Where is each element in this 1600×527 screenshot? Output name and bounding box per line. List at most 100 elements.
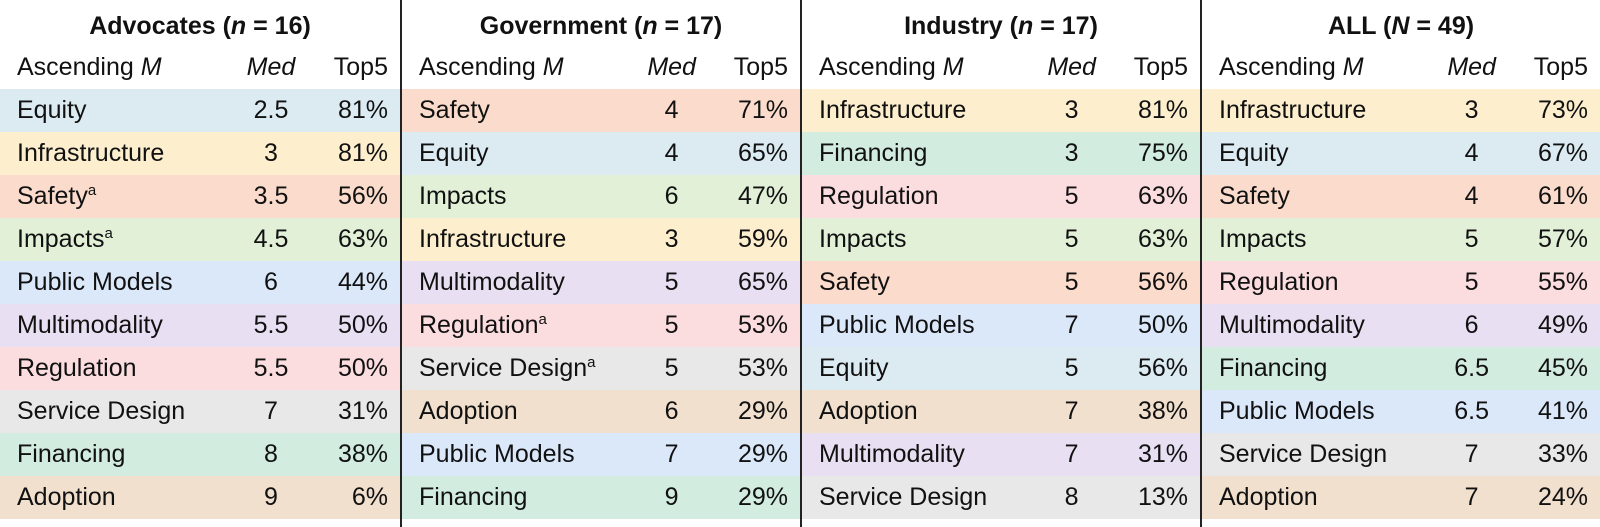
table-row: Impacts 6 47% [402,175,800,218]
table-row: Public Models 7 29% [402,433,800,476]
category-name: Regulation [419,311,539,339]
category-name: Service Design [1219,440,1388,468]
category-cell: Regulationa [402,304,633,347]
median-cell: 5.5 [253,354,289,382]
table-row: Multimodality 6 49% [1202,304,1600,347]
footnote-marker: a [587,354,596,371]
group-title-suffix: = 17) [657,12,723,40]
category-name: Impacts [17,225,105,253]
category-name: Regulation [1219,268,1339,296]
category-cell: Regulation [802,175,1033,218]
top5-cell: 56% [337,182,388,210]
category-name: Regulation [17,354,137,382]
median-cell: 7 [1464,483,1479,511]
group-title-variable: N [1391,12,1410,40]
top5-cell: 63% [337,225,388,253]
table-row: Adoption 6 29% [402,390,800,433]
header-median: Med [647,53,696,81]
header-top5: Top5 [1133,53,1188,81]
header-m-symbol: M [140,53,162,81]
category-cell: Impacts [402,175,633,218]
category-cell: Infrastructure [0,132,232,175]
top5-cell: 50% [337,311,388,339]
top5-cell: 29% [737,440,788,468]
median-cell: 9 [264,483,278,511]
top5-cell: 61% [1537,182,1588,210]
median-cell: 5 [1064,268,1079,296]
header-top5: Top5 [333,53,388,81]
top5-cell: 38% [337,440,388,468]
category-name: Service Design [819,483,988,511]
group-title-prefix: Government ( [479,12,643,40]
group-title-suffix: = 49) [1409,12,1475,40]
top5-cell: 49% [1537,311,1588,339]
header-median: Med [1047,53,1096,81]
group-title-variable: n [230,12,247,40]
header-median: Med [1447,53,1496,81]
category-cell: Impacts [1202,218,1433,261]
top5-cell: 55% [1537,268,1588,296]
table-row: Regulation 5.5 50% [0,347,400,390]
table-row: Equity 4 67% [1202,132,1600,175]
category-cell: Public Models [802,304,1033,347]
median-cell: 6 [664,182,679,210]
top5-cell: 44% [337,268,388,296]
table-row: Safetya 3.5 56% [0,175,400,218]
category-cell: Adoption [1202,476,1433,519]
table-row: Service Designa 5 53% [402,347,800,390]
group-title: Industry (n = 17) [802,7,1200,45]
table-row: Safety 4 61% [1202,175,1600,218]
table-row: Impactsa 4.5 63% [0,218,400,261]
category-cell: Financing [0,433,232,476]
table-row: Adoption 9 6% [0,476,400,519]
category-name: Adoption [419,397,518,425]
top5-cell: 65% [737,268,788,296]
category-cell: Service Design [0,390,232,433]
median-cell: 6.5 [1454,397,1490,425]
top5-cell: 73% [1537,96,1588,124]
group-title: Government (n = 17) [402,7,800,45]
table-row: Public Models 6.5 41% [1202,390,1600,433]
category-cell: Multimodality [1202,304,1433,347]
median-cell: 7 [1064,440,1079,468]
header-ascending-m: Ascending M [402,45,633,89]
header-m-symbol: M [542,53,564,81]
median-cell: 6.5 [1454,354,1490,382]
category-cell: Safety [802,261,1033,304]
top5-cell: 56% [1137,268,1188,296]
category-cell: Infrastructure [402,218,633,261]
table-row: Safety 5 56% [802,261,1200,304]
table-row: Service Design 7 31% [0,390,400,433]
top5-cell: 81% [337,139,388,167]
category-name: Service Design [17,397,186,425]
median-cell: 7 [1464,440,1479,468]
category-cell: Multimodality [402,261,633,304]
category-cell: Adoption [0,476,232,519]
category-name: Safety [819,268,890,296]
median-cell: 7 [664,440,679,468]
category-cell: Equity [802,347,1033,390]
table-row: Adoption 7 24% [1202,476,1600,519]
median-cell: 3 [1464,96,1479,124]
category-name: Infrastructure [419,225,567,253]
median-cell: 3 [664,225,679,253]
table-row: Infrastructure 3 81% [0,132,400,175]
header-ascending-m: Ascending M [0,45,232,89]
table-row: Equity 2.5 81% [0,89,400,132]
category-cell: Service Designa [402,347,633,390]
group-title-prefix: Industry ( [904,12,1018,40]
median-cell: 7 [264,397,278,425]
category-name: Equity [17,96,87,124]
category-name: Service Design [419,354,588,382]
category-name: Infrastructure [1219,96,1367,124]
median-cell: 4 [1464,182,1479,210]
category-cell: Safety [402,89,633,132]
table-row: Equity 5 56% [802,347,1200,390]
category-name: Multimodality [17,311,163,339]
category-name: Safety [17,182,88,210]
table-row: Safety 4 71% [402,89,800,132]
header-top5: Top5 [733,53,788,81]
table-row: Regulation 5 55% [1202,261,1600,304]
median-cell: 5 [1064,225,1079,253]
top5-cell: 57% [1537,225,1588,253]
